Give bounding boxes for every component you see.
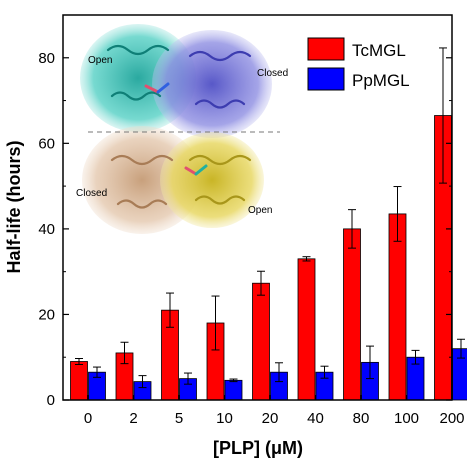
legend-label-tcmgl: TcMGL — [352, 41, 406, 60]
x-tick-label-2: 2 — [129, 410, 137, 427]
bar-tcmgl-100 — [389, 214, 406, 400]
bar-ppmgl-10 — [225, 380, 242, 400]
legend: TcMGL PpMGL — [308, 38, 410, 90]
y-tick-label: 20 — [38, 306, 55, 323]
x-axis-title: [PLP] (μM) — [213, 438, 303, 458]
y-tick-label: 0 — [47, 392, 55, 409]
annotation-open-bottom: Open — [248, 205, 272, 216]
legend-swatch-tcmgl — [308, 38, 344, 60]
bar-ppmgl-200 — [453, 349, 467, 400]
y-tick-label: 80 — [38, 50, 55, 67]
y-axis-title: Half-life (hours) — [4, 140, 24, 273]
annotation-closed-bottom: Closed — [76, 188, 107, 199]
x-tick-label-10: 10 — [216, 410, 233, 427]
x-tick-label-100: 100 — [394, 410, 419, 427]
protein-structure-inset: Open Closed Closed Open — [76, 24, 288, 234]
y-tick-label: 40 — [38, 221, 55, 238]
x-tick-label-5: 5 — [175, 410, 183, 427]
annotation-closed-top: Closed — [257, 68, 288, 79]
x-tick-label-20: 20 — [262, 410, 279, 427]
bar-tcmgl-20 — [253, 283, 270, 400]
bar-tcmgl-0 — [71, 362, 88, 401]
bar-tcmgl-80 — [344, 229, 361, 400]
x-tick-label-80: 80 — [353, 410, 370, 427]
x-tick-label-0: 0 — [84, 410, 92, 427]
annotation-open-top: Open — [88, 55, 112, 66]
legend-label-ppmgl: PpMGL — [352, 71, 410, 90]
bar-tcmgl-40 — [298, 259, 315, 400]
y-tick-label: 60 — [38, 135, 55, 152]
chain-b-purple — [152, 30, 272, 138]
x-tick-label-40: 40 — [307, 410, 324, 427]
legend-swatch-ppmgl — [308, 68, 344, 90]
x-tick-label-200: 200 — [439, 410, 464, 427]
